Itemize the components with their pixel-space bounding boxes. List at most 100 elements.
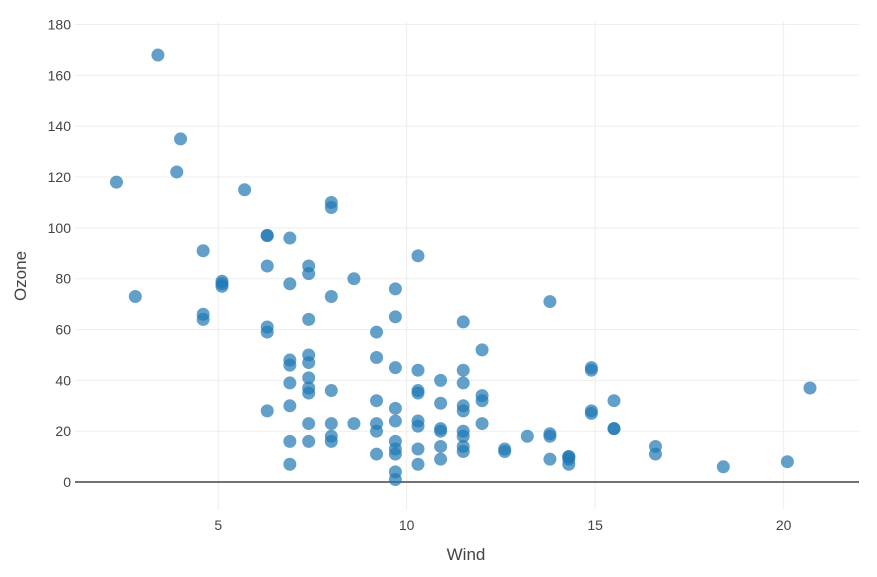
- data-point[interactable]: [543, 295, 557, 309]
- data-point[interactable]: [388, 361, 402, 375]
- data-point[interactable]: [302, 434, 316, 448]
- data-point[interactable]: [411, 386, 425, 400]
- data-point[interactable]: [456, 376, 470, 390]
- data-point[interactable]: [196, 312, 210, 326]
- data-point[interactable]: [456, 404, 470, 418]
- y-tick-labels: 0 20 40 60 80 100 120 140 160 180: [48, 17, 72, 490]
- data-point[interactable]: [370, 447, 384, 461]
- data-point[interactable]: [543, 452, 557, 466]
- y-tick-label: 80: [55, 271, 71, 287]
- data-point[interactable]: [324, 201, 338, 215]
- y-tick-label: 180: [48, 17, 72, 33]
- data-point[interactable]: [388, 414, 402, 428]
- data-point[interactable]: [109, 175, 123, 189]
- y-axis-title: Ozone: [11, 251, 30, 301]
- data-point[interactable]: [302, 386, 316, 400]
- data-point[interactable]: [388, 401, 402, 415]
- data-point[interactable]: [302, 417, 316, 431]
- data-point[interactable]: [238, 183, 252, 197]
- data-point[interactable]: [716, 460, 730, 474]
- y-tick-label: 100: [48, 220, 72, 236]
- x-tick-label: 20: [776, 517, 792, 533]
- data-point[interactable]: [283, 457, 297, 471]
- data-point[interactable]: [411, 249, 425, 263]
- data-point[interactable]: [475, 417, 489, 431]
- data-point[interactable]: [411, 457, 425, 471]
- data-point[interactable]: [475, 343, 489, 357]
- data-point[interactable]: [260, 404, 274, 418]
- y-tick-label: 160: [48, 67, 72, 83]
- x-tick-label: 15: [587, 517, 603, 533]
- data-point[interactable]: [562, 450, 576, 464]
- data-point[interactable]: [283, 231, 297, 245]
- data-point[interactable]: [260, 325, 274, 339]
- data-point[interactable]: [324, 417, 338, 431]
- data-point[interactable]: [388, 282, 402, 296]
- data-point[interactable]: [520, 429, 534, 443]
- y-tick-label: 20: [55, 423, 71, 439]
- data-point[interactable]: [302, 312, 316, 326]
- data-point[interactable]: [434, 373, 448, 387]
- data-point[interactable]: [347, 272, 361, 286]
- data-point[interactable]: [370, 394, 384, 408]
- y-tick-label: 140: [48, 118, 72, 134]
- data-point[interactable]: [302, 356, 316, 370]
- data-point[interactable]: [498, 445, 512, 459]
- data-point[interactable]: [803, 381, 817, 395]
- data-point[interactable]: [434, 424, 448, 438]
- data-points: [109, 48, 817, 486]
- data-point[interactable]: [456, 429, 470, 443]
- data-point[interactable]: [196, 244, 210, 258]
- data-point[interactable]: [475, 394, 489, 408]
- data-point[interactable]: [411, 442, 425, 456]
- data-point[interactable]: [434, 396, 448, 410]
- data-point[interactable]: [324, 384, 338, 398]
- data-point[interactable]: [388, 473, 402, 486]
- data-point[interactable]: [456, 315, 470, 329]
- data-point[interactable]: [324, 434, 338, 448]
- data-point[interactable]: [434, 452, 448, 466]
- data-point[interactable]: [347, 417, 361, 431]
- data-point[interactable]: [411, 363, 425, 377]
- y-tick-label: 0: [63, 474, 71, 490]
- data-point[interactable]: [174, 132, 188, 146]
- gridlines: [75, 22, 859, 510]
- data-point[interactable]: [302, 267, 316, 281]
- data-point[interactable]: [324, 290, 338, 303]
- data-point[interactable]: [128, 290, 142, 303]
- data-point[interactable]: [260, 229, 274, 242]
- data-point[interactable]: [607, 422, 621, 436]
- data-point[interactable]: [370, 325, 384, 339]
- data-point[interactable]: [456, 445, 470, 459]
- data-point[interactable]: [302, 371, 316, 385]
- data-point[interactable]: [151, 48, 165, 62]
- data-point[interactable]: [283, 399, 297, 413]
- data-point[interactable]: [370, 424, 384, 438]
- data-point[interactable]: [411, 419, 425, 433]
- y-tick-label: 120: [48, 169, 72, 185]
- y-tick-label: 40: [55, 372, 71, 388]
- data-point[interactable]: [283, 434, 297, 448]
- data-point[interactable]: [607, 394, 621, 408]
- data-point[interactable]: [170, 165, 184, 179]
- data-point[interactable]: [584, 363, 598, 377]
- data-point[interactable]: [283, 277, 297, 291]
- x-tick-label: 5: [214, 517, 222, 533]
- data-point[interactable]: [456, 363, 470, 377]
- data-point[interactable]: [648, 447, 662, 461]
- data-point[interactable]: [260, 259, 274, 273]
- data-point[interactable]: [370, 351, 384, 364]
- data-point[interactable]: [584, 406, 598, 420]
- x-tick-labels: 5 10 15 20: [214, 517, 791, 533]
- y-tick-label: 60: [55, 322, 71, 338]
- data-point[interactable]: [388, 442, 402, 456]
- data-point[interactable]: [215, 279, 229, 293]
- x-axis-title: Wind: [447, 545, 486, 564]
- data-point[interactable]: [283, 358, 297, 372]
- data-point[interactable]: [434, 439, 448, 453]
- data-point[interactable]: [780, 455, 794, 469]
- data-point[interactable]: [283, 376, 297, 390]
- data-point[interactable]: [388, 310, 402, 324]
- data-point[interactable]: [543, 429, 557, 443]
